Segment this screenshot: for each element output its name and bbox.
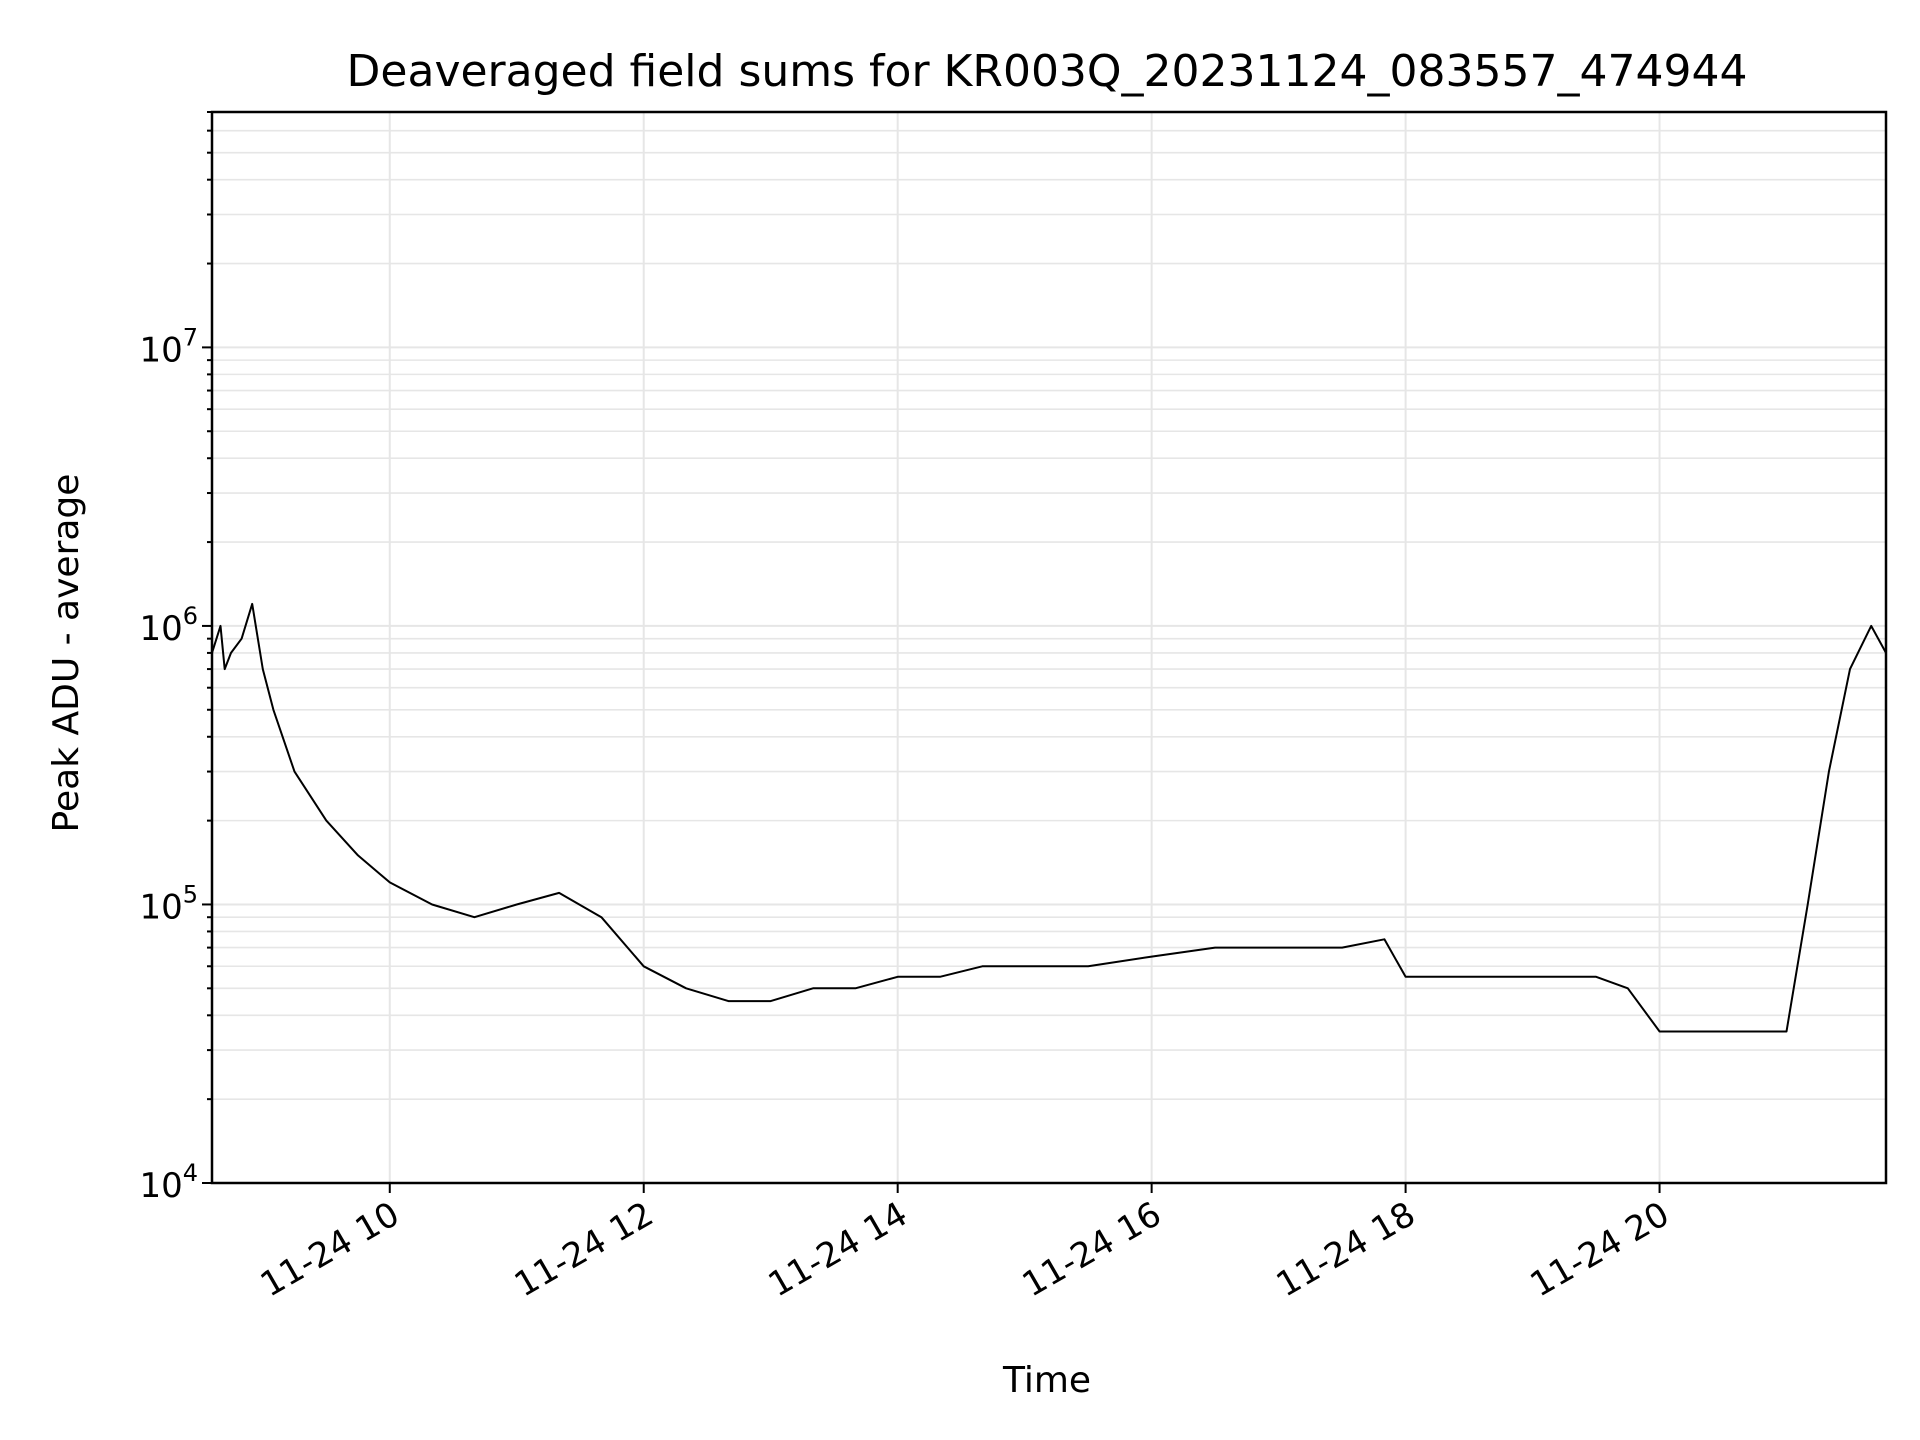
plot-frame: [210, 110, 1888, 1185]
x-tick-label: 11-24 14: [762, 1194, 914, 1305]
x-tick-label: 11-24 10: [254, 1194, 406, 1305]
y-tick-exponent: 6: [183, 602, 198, 630]
x-axis: 11-24 10 11-24 12 11-24 14 11-24 16 11-24 18…: [254, 1183, 1676, 1305]
y-tick-base: 10: [139, 887, 182, 927]
y-tick-label: 104: [139, 1159, 198, 1206]
y-axis-label: Peak ADU - average: [46, 474, 87, 833]
y-tick-label: 105: [139, 880, 198, 927]
y-tick-base: 10: [139, 330, 182, 370]
x-tick-label: 11-24 12: [508, 1194, 660, 1305]
x-tick-label: 11-24 20: [1524, 1194, 1676, 1305]
y-tick-exponent: 7: [183, 323, 198, 351]
y-tick-base: 10: [139, 609, 182, 649]
y-tick-label: 106: [139, 602, 198, 649]
y-tick-exponent: 5: [183, 880, 198, 908]
x-axis-label: Time: [1002, 1360, 1091, 1401]
x-tick-label: 11-24 16: [1016, 1194, 1168, 1305]
y-tick-exponent: 4: [183, 1159, 198, 1187]
y-tick-base: 10: [139, 1166, 182, 1206]
y-tick-label: 107: [139, 323, 198, 370]
data-series: [211, 602, 1887, 1033]
chart-title: Deaveraged field sums for KR003Q_2023112…: [347, 46, 1748, 97]
series-line-0: [211, 602, 1887, 1033]
x-tick-label: 11-24 18: [1270, 1194, 1422, 1305]
grid-lines: [212, 111, 1886, 1184]
